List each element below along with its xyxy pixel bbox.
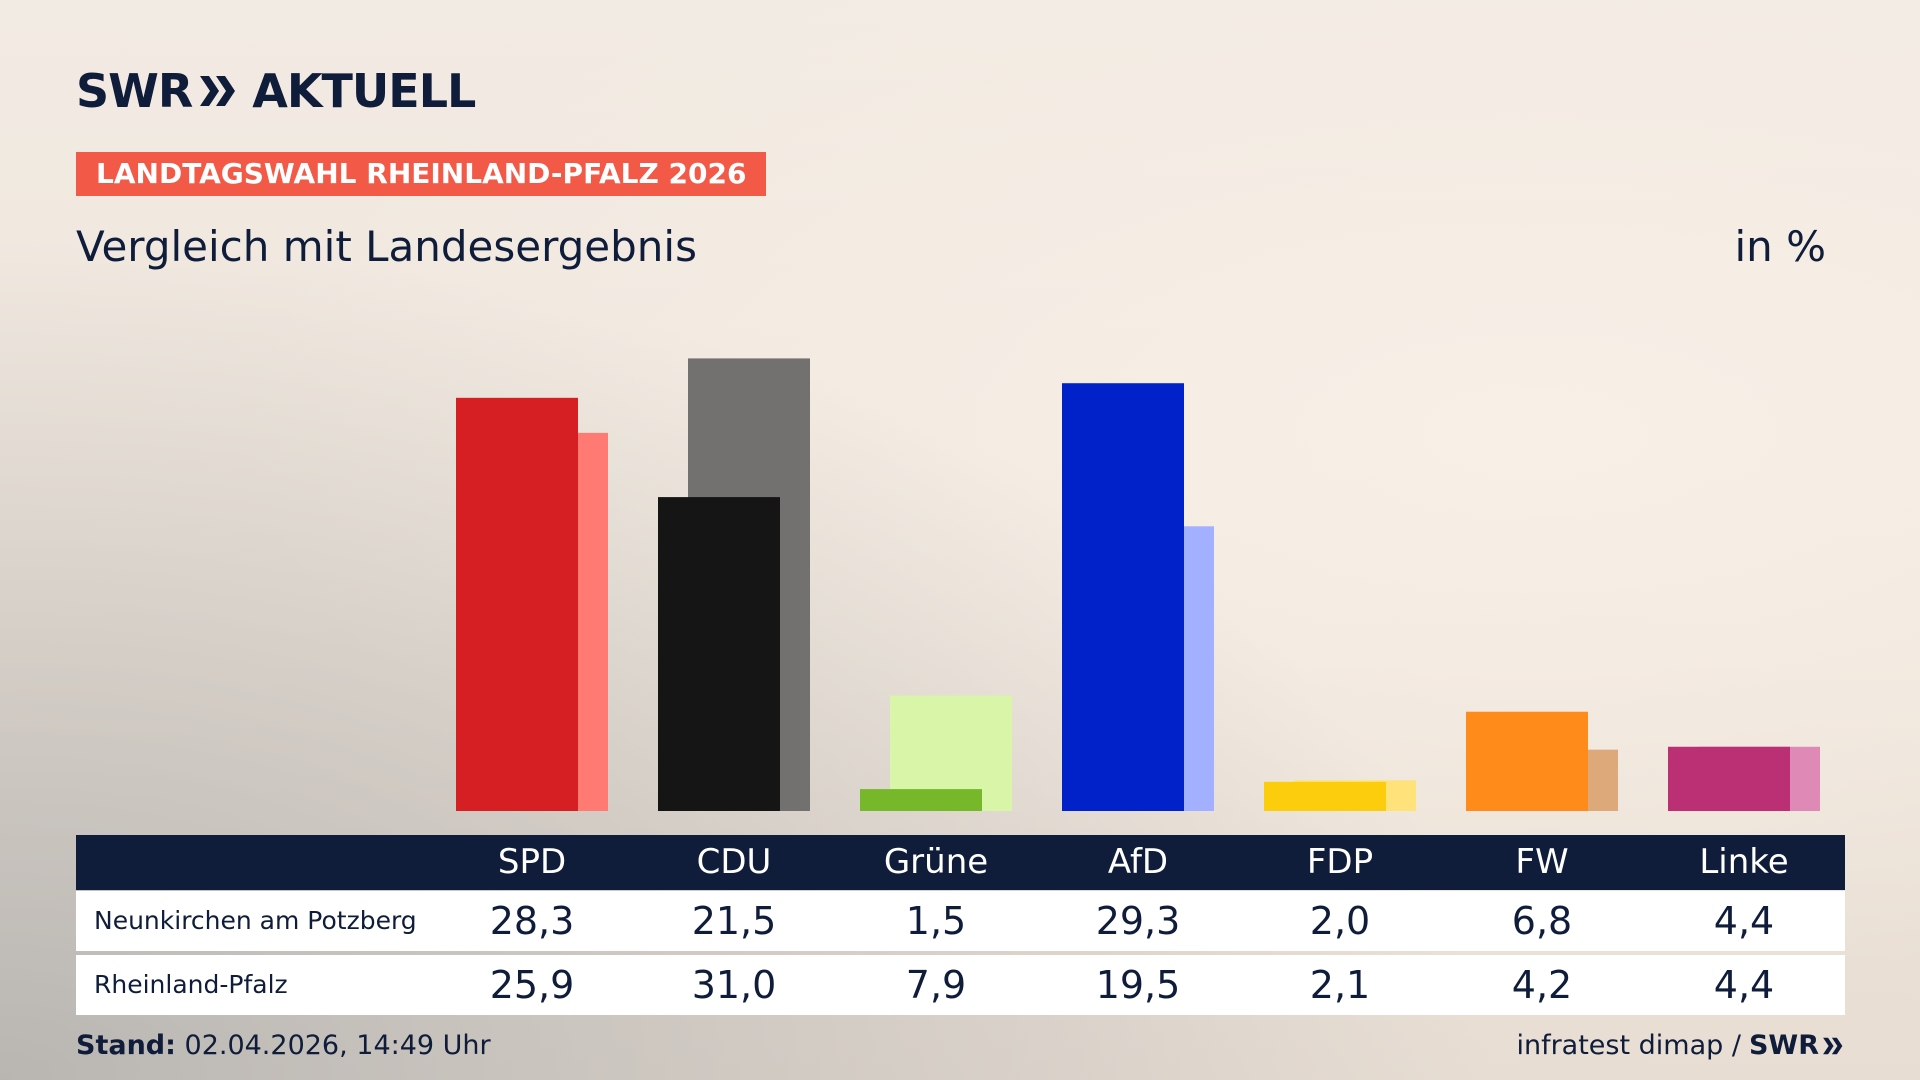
header-party-spd: SPD — [497, 842, 567, 882]
bar-state-gruene — [890, 695, 1012, 811]
header-party-afd: AfD — [1107, 842, 1169, 882]
header-party-fdp: FDP — [1306, 842, 1374, 882]
bar-local-gruene — [860, 789, 982, 811]
source-text: infratest dimap / — [1516, 1030, 1741, 1061]
double-chevron-small-icon — [1823, 1037, 1843, 1054]
table-row-state: Rheinland-Pfalz 25,9 31,0 7,9 19,5 2,1 4… — [76, 955, 1845, 1015]
bar-local-fdp — [1264, 781, 1386, 811]
bar-local-spd — [456, 397, 578, 811]
value-local-gruene: 1,5 — [905, 899, 967, 943]
bar-state-spd — [486, 432, 608, 811]
row-label-local: Neunkirchen am Potzberg — [94, 906, 417, 935]
bar-group-fw — [1466, 711, 1618, 811]
value-local-spd: 28,3 — [489, 899, 575, 943]
value-state-spd: 25,9 — [489, 963, 575, 1007]
bar-local-cdu — [658, 497, 780, 811]
election-kicker: LANDTAGSWAHL RHEINLAND-PFALZ 2026 — [76, 152, 767, 196]
bar-local-linke — [1668, 746, 1790, 811]
value-state-cdu: 31,0 — [691, 963, 777, 1007]
header-party-fw: FW — [1515, 842, 1569, 882]
swr-small-logo: SWR — [1749, 1030, 1844, 1061]
value-state-linke: 4,4 — [1713, 963, 1775, 1007]
bar-state-linke — [1698, 746, 1820, 811]
row-label-state: Rheinland-Pfalz — [94, 970, 288, 999]
brand-aktuell: AKTUELL — [252, 64, 476, 118]
bar-group-cdu — [658, 358, 810, 811]
bar-local-fw — [1466, 711, 1588, 811]
chart-title: Vergleich mit Landesergebnis — [76, 222, 697, 271]
bar-state-cdu — [688, 358, 810, 811]
bar-group-linke — [1668, 746, 1820, 811]
value-state-afd: 19,5 — [1095, 963, 1181, 1007]
table-header: SPD CDU Grüne AfD FDP FW Linke — [76, 835, 1845, 890]
swr-aktuell-logo: SWR AKTUELL — [76, 64, 476, 118]
stand-label: Stand: — [76, 1030, 176, 1061]
value-local-cdu: 21,5 — [691, 899, 777, 943]
bar-state-fw — [1496, 749, 1618, 811]
value-state-fdp: 2,1 — [1309, 963, 1371, 1007]
unit-label: in % — [1734, 222, 1826, 271]
value-local-linke: 4,4 — [1713, 899, 1775, 943]
bar-state-fdp — [1294, 780, 1416, 811]
table-row-local: Neunkirchen am Potzberg 28,3 21,5 1,5 29… — [76, 891, 1845, 951]
bar-group-afd — [1062, 383, 1214, 811]
header-party-linke: Linke — [1699, 842, 1789, 882]
bar-state-afd — [1092, 526, 1214, 811]
value-state-fw: 4,2 — [1511, 963, 1573, 1007]
brand-swr: SWR — [76, 64, 193, 118]
timestamp: Stand: 02.04.2026, 14:49 Uhr — [76, 1030, 491, 1061]
value-local-fdp: 2,0 — [1309, 899, 1371, 943]
source-credit: infratest dimap / SWR — [1516, 1030, 1844, 1061]
header-party-cdu: CDU — [696, 842, 772, 882]
stand-value: 02.04.2026, 14:49 Uhr — [184, 1030, 491, 1061]
value-local-fw: 6,8 — [1511, 899, 1573, 943]
bar-group-spd — [456, 397, 608, 811]
value-state-gruene: 7,9 — [905, 963, 967, 1007]
header-party-gruene: Grüne — [883, 842, 989, 882]
bar-group-gruene — [860, 695, 1012, 811]
double-chevron-icon — [200, 76, 236, 106]
value-local-afd: 29,3 — [1095, 899, 1181, 943]
bar-group-fdp — [1264, 780, 1416, 811]
source-brand: SWR — [1748, 1030, 1819, 1061]
bar-local-afd — [1062, 383, 1184, 811]
